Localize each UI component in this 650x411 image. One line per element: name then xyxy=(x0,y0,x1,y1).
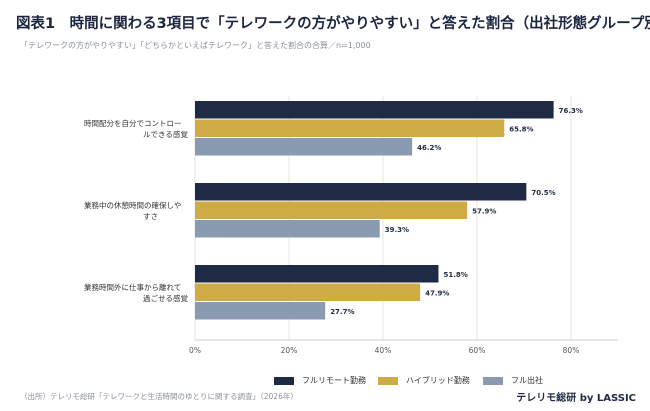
category-label: 業務時間外に仕事から離れて過ごせる感覚 xyxy=(84,282,188,303)
bar xyxy=(195,265,439,283)
bar xyxy=(195,302,326,320)
x-tick-label: 40% xyxy=(375,346,392,355)
legend-label: ハイブリッド勤務 xyxy=(406,376,470,385)
data-label: 27.7% xyxy=(330,308,354,316)
category-label-line: ルできる感覚 xyxy=(143,129,188,139)
category-label-line: 業務中の休憩時間の確保しや xyxy=(84,200,181,210)
category-label: 時間配分を自分でコントロールできる感覚 xyxy=(84,118,188,139)
data-label: 46.2% xyxy=(417,144,441,152)
legend-swatch xyxy=(483,376,503,385)
data-label: 65.8% xyxy=(509,125,533,133)
bar xyxy=(195,183,527,201)
category-label: 業務中の休憩時間の確保しやすさ xyxy=(84,200,181,221)
bar xyxy=(195,101,554,119)
chart-subtitle: 「テレワークの方がやりやすい」「どちらかといえばテレワーク」と答えた割合の合算／… xyxy=(20,41,371,50)
data-label: 76.3% xyxy=(559,107,583,115)
category-label-line: 業務時間外に仕事から離れて xyxy=(84,282,181,292)
bar xyxy=(195,283,421,301)
bar xyxy=(195,201,468,219)
bar xyxy=(195,119,505,137)
data-label: 70.5% xyxy=(531,189,555,197)
bar xyxy=(195,138,413,156)
x-tick-label: 60% xyxy=(469,346,486,355)
chart-title: 図表1 時間に関わる3項目で「テレワークの方がやりやすい」と答えた割合（出社形態… xyxy=(16,16,650,32)
source-note: （出所）テレリモ総研「テレワークと生活時間のゆとりに関する調査」（2026年） xyxy=(20,392,298,401)
legend-swatch xyxy=(378,376,398,385)
legend-item-hybrid: ハイブリッド勤務 xyxy=(378,375,470,386)
bar xyxy=(195,220,380,238)
category-label-line: 過ごせる感覚 xyxy=(143,293,188,303)
data-label: 39.3% xyxy=(385,226,409,234)
brand-logo-text: テレリモ総研 by LASSIC xyxy=(516,393,636,404)
data-label: 57.9% xyxy=(472,207,496,215)
data-label: 51.8% xyxy=(443,271,467,279)
category-label-line: すさ xyxy=(143,212,158,221)
x-tick-label: 20% xyxy=(281,346,298,355)
legend-item-full-remote: フルリモート勤務 xyxy=(274,375,366,386)
legend-label: フルリモート勤務 xyxy=(302,376,366,385)
category-label-line: 時間配分を自分でコントロー xyxy=(84,118,182,128)
legend-swatch xyxy=(274,376,294,385)
x-tick-label: 0% xyxy=(189,346,201,355)
legend-item-office: フル出社 xyxy=(483,375,543,386)
x-tick-label: 80% xyxy=(563,346,580,355)
data-label: 47.9% xyxy=(425,289,449,297)
legend-label: フル出社 xyxy=(511,376,543,385)
